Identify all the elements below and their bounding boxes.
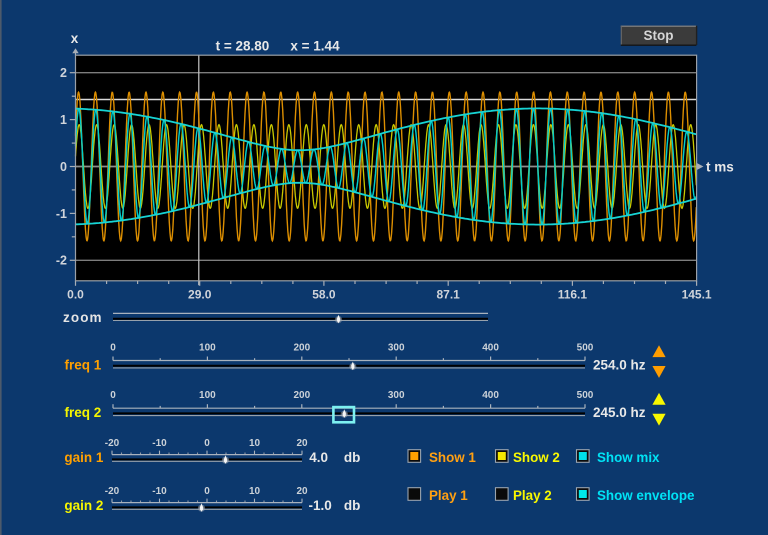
svg-text:29.0: 29.0 — [188, 288, 212, 302]
svg-text:20: 20 — [296, 438, 308, 449]
svg-text:300: 300 — [388, 390, 405, 401]
svg-text:-20: -20 — [105, 438, 120, 449]
svg-text:4.0: 4.0 — [309, 450, 328, 465]
svg-text:0: 0 — [204, 438, 210, 449]
svg-text:t = 28.80: t = 28.80 — [216, 38, 270, 53]
svg-text:500: 500 — [577, 343, 594, 354]
svg-text:x: x — [71, 31, 79, 46]
svg-text:Play 2: Play 2 — [513, 488, 552, 503]
svg-text:200: 200 — [293, 343, 310, 354]
svg-text:0: 0 — [204, 486, 210, 497]
svg-text:t ms: t ms — [706, 159, 734, 174]
svg-text:254.0 hz: 254.0 hz — [593, 357, 646, 372]
svg-text:400: 400 — [482, 390, 499, 401]
svg-text:Play 1: Play 1 — [429, 488, 468, 503]
svg-text:116.1: 116.1 — [558, 288, 588, 302]
svg-text:gain 1: gain 1 — [64, 450, 104, 465]
svg-text:1: 1 — [60, 113, 67, 127]
svg-text:-2: -2 — [56, 254, 67, 268]
svg-text:0: 0 — [60, 160, 67, 174]
svg-text:x = 1.44: x = 1.44 — [290, 38, 340, 53]
svg-text:Show 2: Show 2 — [513, 450, 560, 465]
svg-text:freq 1: freq 1 — [65, 357, 102, 372]
svg-text:10: 10 — [249, 486, 261, 497]
svg-text:200: 200 — [293, 390, 310, 401]
svg-text:zoom: zoom — [63, 310, 103, 325]
svg-text:0: 0 — [110, 343, 116, 354]
svg-text:freq 2: freq 2 — [65, 405, 102, 420]
svg-text:-1: -1 — [56, 207, 67, 221]
svg-text:Show 1: Show 1 — [429, 450, 476, 465]
svg-text:2: 2 — [60, 66, 67, 80]
svg-text:db: db — [344, 450, 361, 465]
svg-text:Show mix: Show mix — [597, 450, 660, 465]
svg-text:-10: -10 — [152, 486, 167, 497]
svg-text:-10: -10 — [152, 438, 167, 449]
svg-text:300: 300 — [388, 343, 405, 354]
svg-text:10: 10 — [249, 438, 261, 449]
svg-text:100: 100 — [199, 390, 216, 401]
svg-text:0: 0 — [110, 390, 116, 401]
svg-text:gain 2: gain 2 — [64, 498, 103, 513]
svg-text:Show envelope: Show envelope — [597, 488, 694, 503]
svg-text:500: 500 — [577, 390, 594, 401]
svg-text:db: db — [344, 498, 361, 513]
svg-text:87.1: 87.1 — [436, 288, 460, 302]
svg-text:100: 100 — [199, 343, 216, 354]
svg-text:20: 20 — [296, 486, 308, 497]
svg-text:0.0: 0.0 — [67, 288, 84, 302]
svg-text:58.0: 58.0 — [312, 288, 336, 302]
svg-text:-20: -20 — [105, 486, 120, 497]
svg-text:145.1: 145.1 — [682, 288, 712, 302]
svg-text:400: 400 — [482, 343, 499, 354]
svg-text:Stop: Stop — [644, 28, 674, 43]
svg-text:245.0 hz: 245.0 hz — [593, 405, 646, 420]
svg-text:-1.0: -1.0 — [309, 498, 332, 513]
